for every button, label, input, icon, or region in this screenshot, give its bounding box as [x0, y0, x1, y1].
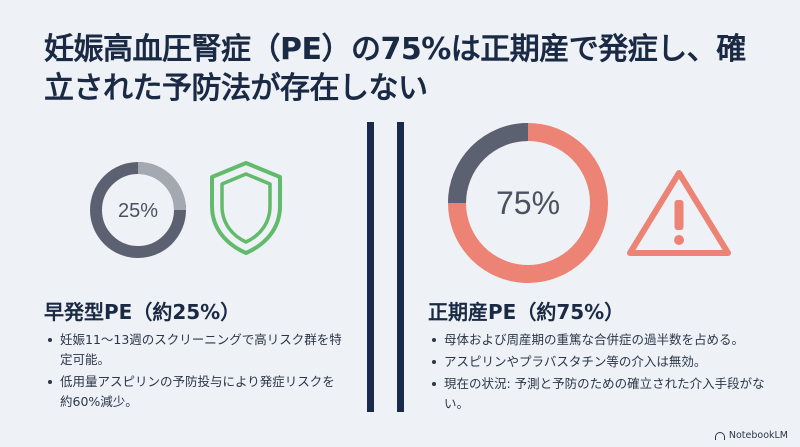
brand-watermark: NotebookLM — [714, 430, 788, 441]
brand-label: NotebookLM — [728, 430, 788, 441]
shield-icon — [210, 161, 282, 255]
bullet-list-early-pe: 妊娠11〜13週のスクリーニングで高リスク群を特定可能。 低用量アスピリンの予防… — [46, 330, 346, 414]
notebooklm-logo-icon — [714, 431, 725, 440]
donut-label-75: 75% — [496, 185, 560, 221]
donut-segment-highlight — [137, 162, 186, 211]
divider-line-right — [397, 122, 404, 412]
divider-line-left — [367, 122, 374, 412]
list-item: 現在の状況: 予測と予防のための確立された介入手段がない。 — [430, 374, 775, 414]
slide-title: 妊娠高血圧腎症（PE）の75%は正期産で発症し、確立された予防法が存在しない — [44, 32, 746, 106]
donut-chart-25: 25% — [90, 162, 186, 258]
donut-label-25: 25% — [118, 200, 158, 222]
donut-chart-75: 75% — [448, 123, 608, 283]
list-item: 低用量アスピリンの予防投与により発症リスクを約60%減少。 — [46, 372, 346, 412]
list-item: 母体および周産期の重篤な合併症の過半数を占める。 — [430, 330, 775, 350]
list-item: 妊娠11〜13週のスクリーニングで高リスク群を特定可能。 — [46, 330, 346, 370]
list-item: アスピリンやプラバスタチン等の介入は無効。 — [430, 352, 775, 372]
bullet-list-term-pe: 母体および周産期の重篤な合併症の過半数を占める。 アスピリンやプラバスタチン等の… — [430, 330, 775, 416]
heading-early-pe: 早発型PE（約25%） — [44, 300, 241, 324]
heading-term-pe: 正期産PE（約75%） — [428, 300, 625, 324]
warning-icon — [627, 170, 731, 256]
donut-segment-remainder — [448, 123, 529, 204]
